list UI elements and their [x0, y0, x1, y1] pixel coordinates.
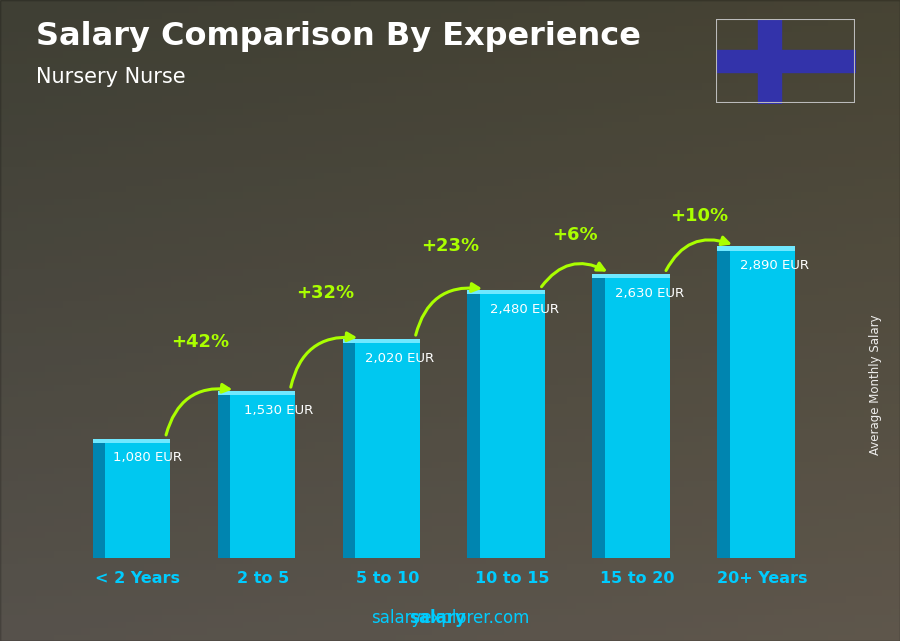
Text: Salary Comparison By Experience: Salary Comparison By Experience: [36, 21, 641, 51]
Text: 2 to 5: 2 to 5: [237, 572, 289, 587]
Bar: [730, 251, 795, 558]
Text: salaryexplorer.com: salaryexplorer.com: [371, 609, 529, 627]
Text: 1,530 EUR: 1,530 EUR: [244, 404, 313, 417]
Polygon shape: [343, 339, 420, 343]
Text: 20+ Years: 20+ Years: [716, 572, 807, 587]
Text: +10%: +10%: [670, 207, 729, 225]
Polygon shape: [467, 290, 544, 294]
Text: 2,890 EUR: 2,890 EUR: [740, 259, 808, 272]
Text: 2,480 EUR: 2,480 EUR: [490, 303, 559, 316]
Polygon shape: [717, 251, 730, 558]
Polygon shape: [717, 246, 795, 251]
Polygon shape: [93, 443, 105, 558]
Bar: [605, 278, 670, 558]
Text: 2,630 EUR: 2,630 EUR: [615, 287, 684, 300]
Text: 5 to 10: 5 to 10: [356, 572, 419, 587]
Text: salary: salary: [410, 609, 466, 627]
Polygon shape: [467, 294, 480, 558]
Text: Nursery Nurse: Nursery Nurse: [36, 67, 185, 87]
Text: 1,080 EUR: 1,080 EUR: [112, 451, 182, 465]
Bar: [356, 343, 420, 558]
Text: 10 to 15: 10 to 15: [475, 572, 550, 587]
Text: +23%: +23%: [421, 237, 479, 255]
Polygon shape: [592, 278, 605, 558]
Polygon shape: [343, 343, 356, 558]
Text: 15 to 20: 15 to 20: [600, 572, 674, 587]
Text: < 2 Years: < 2 Years: [95, 572, 180, 587]
Polygon shape: [218, 391, 295, 395]
Polygon shape: [592, 274, 670, 278]
Text: +6%: +6%: [552, 226, 598, 244]
Polygon shape: [93, 438, 170, 443]
Text: 2,020 EUR: 2,020 EUR: [365, 352, 434, 365]
Text: Average Monthly Salary: Average Monthly Salary: [869, 314, 882, 455]
Bar: [105, 443, 170, 558]
Text: +32%: +32%: [296, 284, 355, 302]
Polygon shape: [218, 395, 230, 558]
Text: +42%: +42%: [171, 333, 230, 351]
Bar: [480, 294, 544, 558]
Bar: [230, 395, 295, 558]
